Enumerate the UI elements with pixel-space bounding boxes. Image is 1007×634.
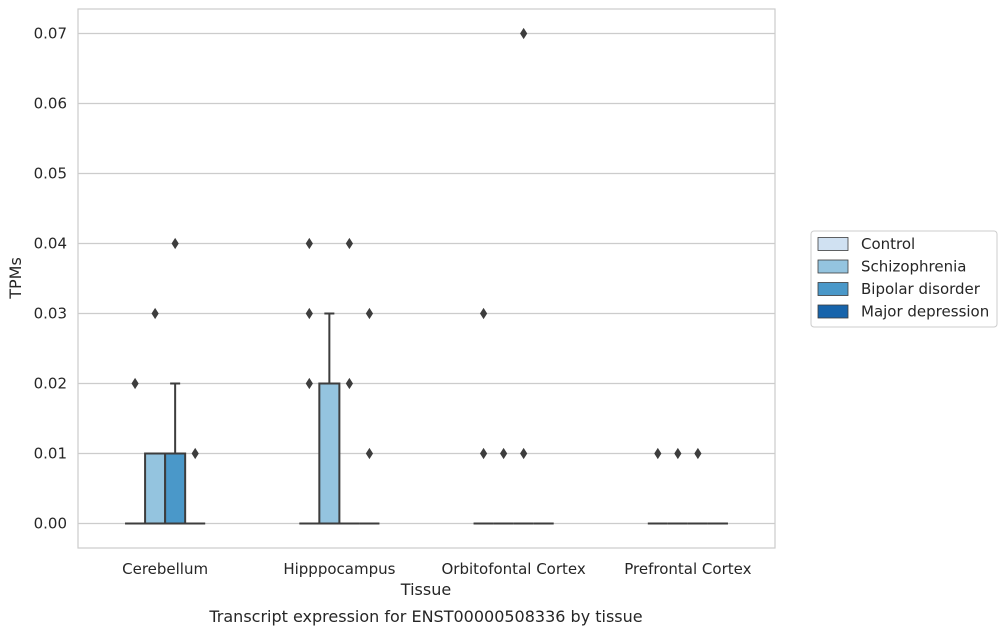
outlier-point [305,237,313,250]
y-tick-label: 0.03 [34,305,67,323]
x-tick-labels: Cerebellum Hipppocampus Orbitofontal Corte… [122,560,751,578]
box [318,382,341,525]
x-tick-label: Hipppocampus [283,560,395,578]
outlier-point [131,377,139,390]
series-group [185,307,728,525]
y-tick-label: 0.04 [34,235,67,253]
outlier-point [479,307,488,320]
y-tick-label: 0.05 [34,165,67,183]
y-tick-label: 0.01 [34,445,67,463]
y-tick-label: 0.00 [34,515,67,533]
legend-frame [810,230,998,328]
x-tick-label: Orbitofontal Cortex [442,560,586,578]
legend-label: Schizophrenia [861,258,966,276]
outlier-point [365,447,374,460]
legend-swatch [817,304,849,319]
y-tick-label: 0.07 [34,25,67,43]
box-layer [125,27,728,525]
legend-items: Control Schizophrenia Bipolar disorder Majo… [817,235,989,321]
legend-label: Control [861,235,915,253]
y-tick-label: 0.06 [34,95,67,113]
y-tick-labels: 0.00 0.01 0.02 0.03 0.04 0.05 0.06 0.07 [34,25,67,533]
legend-item: Bipolar disorder [817,280,981,298]
legend-item: Major depression [817,303,989,321]
legend-swatch [817,282,849,296]
outlier-point [171,237,179,250]
x-tick-label: Prefrontal Cortex [624,560,751,578]
x-tick-label: Cerebellum [122,560,208,578]
box [144,452,167,525]
outlier-point [305,307,313,320]
series-group [144,307,688,525]
box [164,452,187,525]
outlier-point [520,447,528,460]
legend-swatch [817,237,849,251]
legend: Control Schizophrenia Bipolar disorder Majo… [810,230,998,328]
outlier-point [674,447,682,460]
chart-caption: Transcript expression for ENST0000050833… [208,607,642,626]
legend-label: Bipolar disorder [861,280,981,298]
y-tick-label: 0.02 [34,375,67,393]
outlier-point [345,377,353,390]
legend-item: Control [817,235,915,253]
outlier-point [191,447,199,460]
legend-label: Major depression [861,303,989,321]
gridlines [78,32,775,525]
plot-frame [77,8,776,549]
outlier-point [694,447,702,460]
outlier-point [151,307,159,320]
outlier-point [654,447,662,460]
outlier-point [305,377,313,390]
series-group [125,237,668,525]
x-axis-label: Tissue [400,580,451,599]
outlier-point [365,307,374,320]
legend-item: Schizophrenia [817,258,966,276]
legend-swatch [817,259,849,274]
outlier-point [520,27,528,40]
series-group [164,27,708,525]
outlier-point [345,237,353,250]
outlier-point [500,447,508,460]
y-axis-label: TPMs [6,257,25,300]
outlier-point [479,447,488,460]
